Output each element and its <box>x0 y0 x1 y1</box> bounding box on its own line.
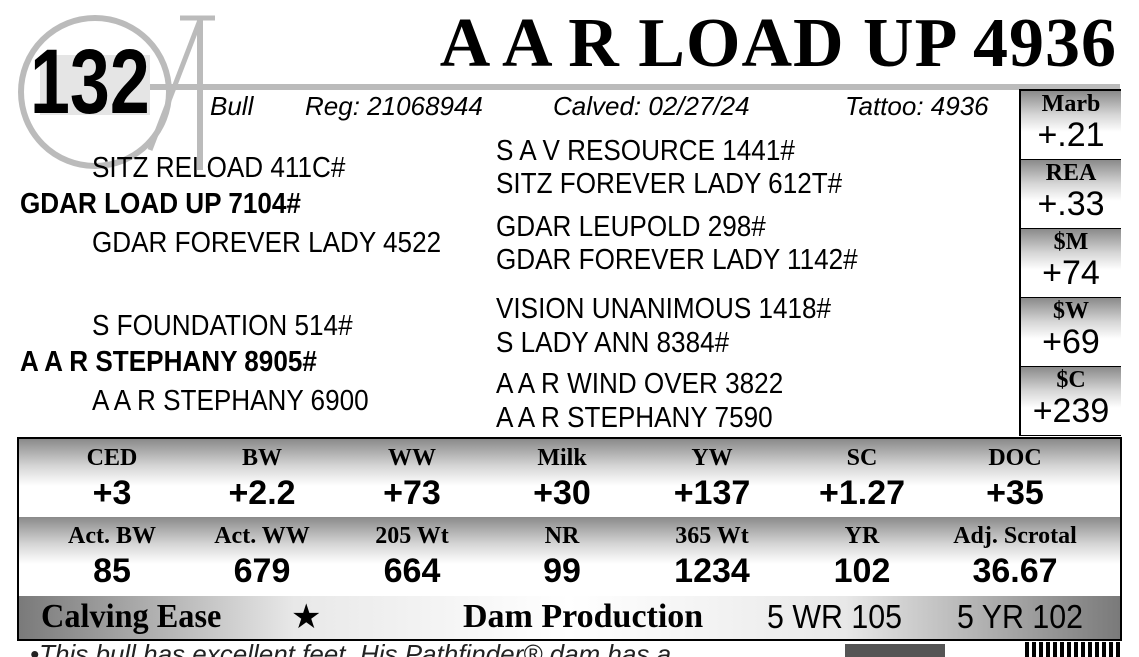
bottom-bar: Calving Ease ★ Dam Production 5 WR 105 5… <box>19 596 1120 639</box>
calved-date: Calved: 02/27/24 <box>553 91 750 121</box>
epd-cell: BW +2.2 <box>187 443 337 513</box>
epd-cell: Milk +30 <box>487 443 637 513</box>
ancestor: S A V RESOURCE 1441# <box>496 135 795 167</box>
actual-cell: Act. WW 679 <box>187 521 337 591</box>
actual-cell: 365 Wt 1234 <box>637 521 787 591</box>
stat-value: +3 <box>92 474 132 512</box>
ranch-logo-icon <box>18 15 215 170</box>
epd-marb: Marb +.21 <box>1021 91 1121 160</box>
stat-value: +30 <box>533 474 591 512</box>
stat-value: +73 <box>383 474 441 512</box>
actual-cell: NR 99 <box>487 521 637 591</box>
epd-cell: WW +73 <box>337 443 487 513</box>
epd-cell: DOC +35 <box>940 443 1090 513</box>
epd-label: Marb <box>1041 91 1101 117</box>
ancestor: S LADY ANN 8384# <box>496 327 730 359</box>
stat-label: YR <box>844 523 880 549</box>
stat-label: 365 Wt <box>675 523 749 549</box>
stat-label: Act. WW <box>214 523 310 549</box>
ancestor: VISION UNANIMOUS 1418# <box>496 293 832 325</box>
stat-label: WW <box>388 445 436 471</box>
stat-label: Act. BW <box>68 523 156 549</box>
actual-cell: Act. BW 85 <box>37 521 187 591</box>
dam: A A R STEPHANY 8905# <box>20 346 317 378</box>
qr-code-icon <box>1025 642 1121 657</box>
actual-cell: YR 102 <box>787 521 937 591</box>
ancestor: SITZ FOREVER LADY 612T# <box>496 168 843 200</box>
actuals-row: Act. BW 85 Act. WW 679 205 Wt 664 NR 99 365 Wt 12… <box>19 517 1120 595</box>
stat-value: 679 <box>233 552 291 590</box>
ancestor: GDAR LEUPOLD 298# <box>496 211 766 243</box>
star-icon: ★ <box>291 598 322 636</box>
epd-dollar-w: $W +69 <box>1021 298 1121 367</box>
divider-line <box>150 84 1120 90</box>
stat-label: YW <box>691 445 733 471</box>
dam-dam: A A R STEPHANY 6900 <box>92 385 369 417</box>
sire-dam: GDAR FOREVER LADY 4522 <box>92 227 442 259</box>
epd-label: REA <box>1045 160 1097 186</box>
stat-value: 664 <box>383 552 441 590</box>
stat-label: Adj. Scrotal <box>953 523 1077 549</box>
stat-value: 1234 <box>674 552 750 590</box>
stat-value: +35 <box>986 474 1044 512</box>
epd-dollar-m: $M +74 <box>1021 229 1121 298</box>
stat-value: +2.2 <box>228 474 296 512</box>
epd-cell: CED +3 <box>37 443 187 513</box>
stat-value: 99 <box>543 552 581 590</box>
stat-label: 205 Wt <box>375 523 449 549</box>
ancestor: GDAR FOREVER LADY 1142# <box>496 244 858 276</box>
stat-label: NR <box>544 523 580 549</box>
stat-label: BW <box>241 445 282 471</box>
epd-label: $C <box>1056 367 1086 393</box>
breed-logo <box>845 644 945 657</box>
stat-label: CED <box>86 445 138 471</box>
epd-cell: SC +1.27 <box>787 443 937 513</box>
calving-ease-label: Calving Ease <box>41 598 222 635</box>
stat-value: 36.67 <box>972 552 1058 590</box>
footnote: •This bull has excellent feet. His Pathf… <box>30 639 672 657</box>
stat-label: SC <box>846 445 878 471</box>
epd-label: $W <box>1053 298 1089 324</box>
sex: Bull <box>210 91 254 121</box>
stat-value: +137 <box>673 474 751 512</box>
dam-production-wr: 5 WR 105 <box>767 598 902 635</box>
ancestor: A A R WIND OVER 3822 <box>496 368 784 400</box>
dam-sire: S FOUNDATION 514# <box>92 310 353 342</box>
epd-row: CED +3 BW +2.2 WW +73 Milk +30 YW +137 SC +1.27 DOC +… <box>19 439 1120 517</box>
stat-label: DOC <box>988 445 1042 471</box>
sire: GDAR LOAD UP 7104# <box>20 188 301 220</box>
epd-cell: YW +137 <box>637 443 787 513</box>
epd-value: +74 <box>1042 254 1100 292</box>
stat-value: +1.27 <box>818 474 906 512</box>
dam-production-yr: 5 YR 102 <box>957 598 1084 635</box>
animal-name: A A R LOAD UP 4936 <box>439 5 1117 82</box>
epd-value: +69 <box>1042 323 1100 361</box>
epd-rea: REA +.33 <box>1021 160 1121 229</box>
stats-box <box>17 437 1122 641</box>
actual-cell: Adj. Scrotal 36.67 <box>940 521 1090 591</box>
epd-value: +.33 <box>1037 185 1105 223</box>
epd-dollar-c: $C +239 <box>1021 367 1121 435</box>
stat-label: Milk <box>537 445 587 471</box>
actual-cell: 205 Wt 664 <box>337 521 487 591</box>
epd-value: +239 <box>1032 392 1110 430</box>
lot-number: 132 <box>30 31 150 133</box>
registration: Reg: 21068944 <box>305 91 483 121</box>
stat-value: 85 <box>93 552 131 590</box>
sire-sire: SITZ RELOAD 411C# <box>92 152 346 184</box>
ancestor: A A R STEPHANY 7590 <box>496 402 773 434</box>
epd-value: +.21 <box>1037 116 1105 154</box>
tattoo: Tattoo: 4936 <box>845 91 989 121</box>
dam-production-label: Dam Production <box>463 598 704 635</box>
stat-value: 102 <box>833 552 891 590</box>
epd-label: $M <box>1053 229 1089 255</box>
